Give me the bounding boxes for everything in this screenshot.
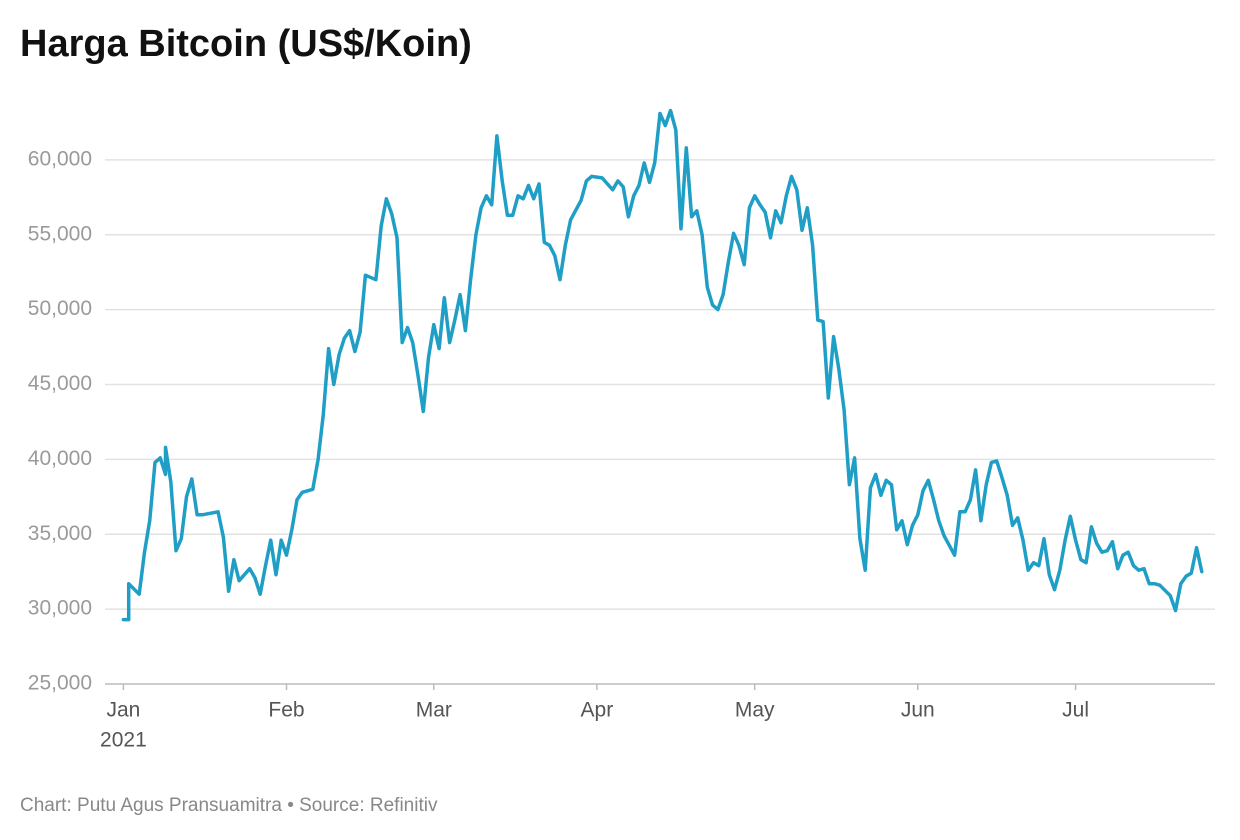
y-tick-label: 25,000 (28, 672, 92, 695)
y-tick-label: 35,000 (28, 522, 92, 545)
x-tick-label: Jan (106, 699, 140, 722)
y-tick-label: 45,000 (28, 372, 92, 395)
y-tick-label: 50,000 (28, 297, 92, 320)
y-tick-label: 60,000 (28, 147, 92, 170)
year-label: 2021 (100, 729, 147, 752)
price-line (121, 108, 1204, 622)
x-tick-label: Feb (268, 699, 304, 722)
chart-title: Harga Bitcoin (US$/Koin) (20, 23, 472, 65)
y-tick-label: 30,000 (28, 597, 92, 620)
x-tick-label: Jul (1062, 699, 1089, 722)
x-tick-label: Mar (416, 699, 452, 722)
x-tick-label: May (735, 699, 775, 722)
x-tick-label: Jun (901, 699, 935, 722)
y-tick-label: 40,000 (28, 447, 92, 470)
y-tick-label: 55,000 (28, 222, 92, 245)
footer: Chart: Putu Agus Pransuamitra • Source: … (20, 795, 438, 816)
x-tick-label: Apr (581, 699, 614, 722)
